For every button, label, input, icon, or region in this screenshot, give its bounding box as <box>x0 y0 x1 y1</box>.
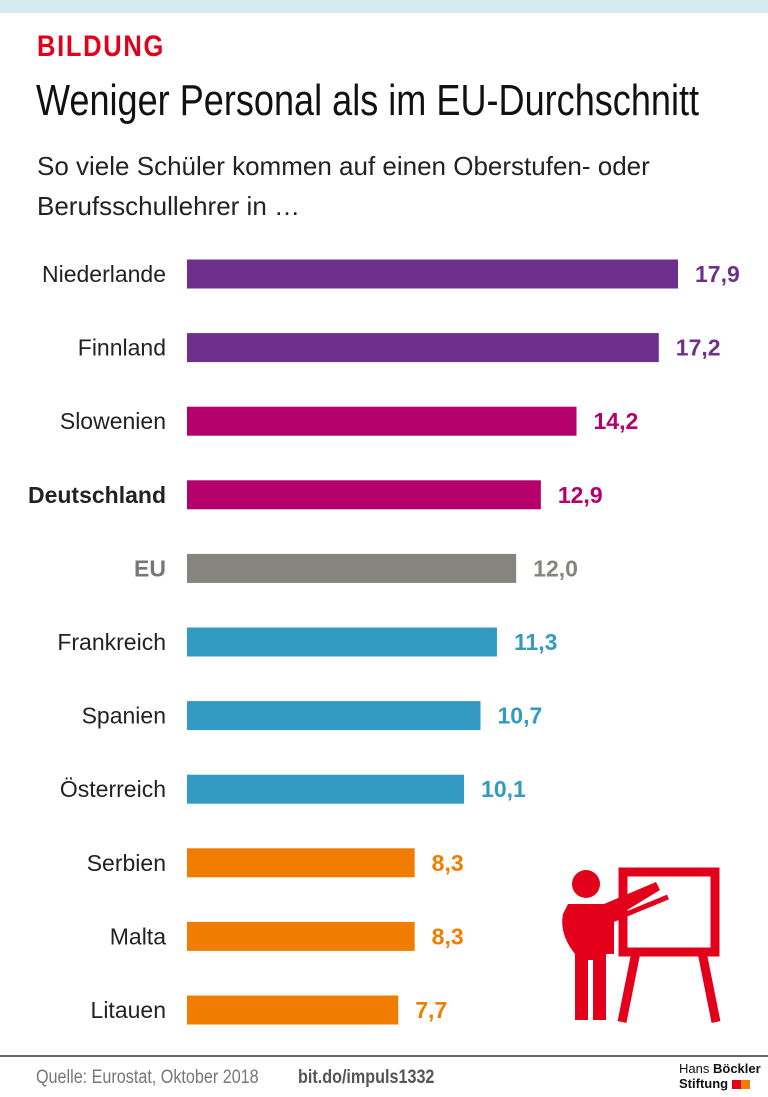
category-label: Frankreich <box>57 629 166 655</box>
logo-text-boeckler: Böckler <box>712 1061 761 1076</box>
value-label: 12,0 <box>533 555 578 581</box>
value-label: 17,9 <box>695 261 740 287</box>
bar <box>187 995 399 1025</box>
value-label: 11,3 <box>514 629 558 655</box>
bar <box>187 553 517 583</box>
logo-text-stiftung: Stiftung <box>679 1076 729 1091</box>
category-label: Finnland <box>78 335 166 361</box>
value-label: 14,2 <box>594 408 639 434</box>
logo-orange-square <box>740 1080 750 1090</box>
chart-subtitle: So viele Schüler kommen auf einen Oberst… <box>37 151 650 221</box>
category-label: Niederlande <box>42 261 166 287</box>
category-label: Malta <box>110 923 166 949</box>
value-label: 8,3 <box>432 850 464 876</box>
value-label: 8,3 <box>432 923 464 949</box>
bar <box>187 774 465 804</box>
source-link[interactable]: bit.do/impuls1332 <box>298 1067 435 1088</box>
logo: Hans Böckler Stiftung <box>679 1061 761 1091</box>
category-label: Österreich <box>60 776 166 802</box>
kicker: BILDUNG <box>37 30 166 63</box>
bar-chart: Niederlande 17,9 Finnland 17,2 Slowenien 14,2… <box>28 259 740 1025</box>
value-label: 17,2 <box>676 335 721 361</box>
category-label: Spanien <box>82 703 166 729</box>
bar <box>187 259 678 289</box>
bar <box>187 848 415 878</box>
bar <box>187 406 577 436</box>
logo-text-hans: Hans <box>679 1061 710 1076</box>
category-label: EU <box>134 555 166 581</box>
chart-title: Weniger Personal als im EU-Durchschnitt <box>36 76 700 125</box>
bar <box>187 480 541 510</box>
source-note: Quelle: Eurostat, Oktober 2018 <box>36 1067 259 1088</box>
teacher-icon <box>562 867 721 1023</box>
bar <box>187 627 497 657</box>
value-label: 12,9 <box>558 482 603 508</box>
value-label: 7,7 <box>415 997 447 1023</box>
top-bar <box>0 0 768 13</box>
value-label: 10,1 <box>481 776 526 802</box>
logo-red-square <box>731 1080 741 1090</box>
footer-divider <box>0 1055 768 1057</box>
value-label: 10,7 <box>498 703 543 729</box>
category-label: Serbien <box>87 850 166 876</box>
bar <box>187 921 415 951</box>
bar <box>187 701 481 731</box>
category-label: Litauen <box>91 997 166 1023</box>
category-label: Slowenien <box>60 408 166 434</box>
bar <box>187 333 659 363</box>
category-label: Deutschland <box>28 482 166 508</box>
